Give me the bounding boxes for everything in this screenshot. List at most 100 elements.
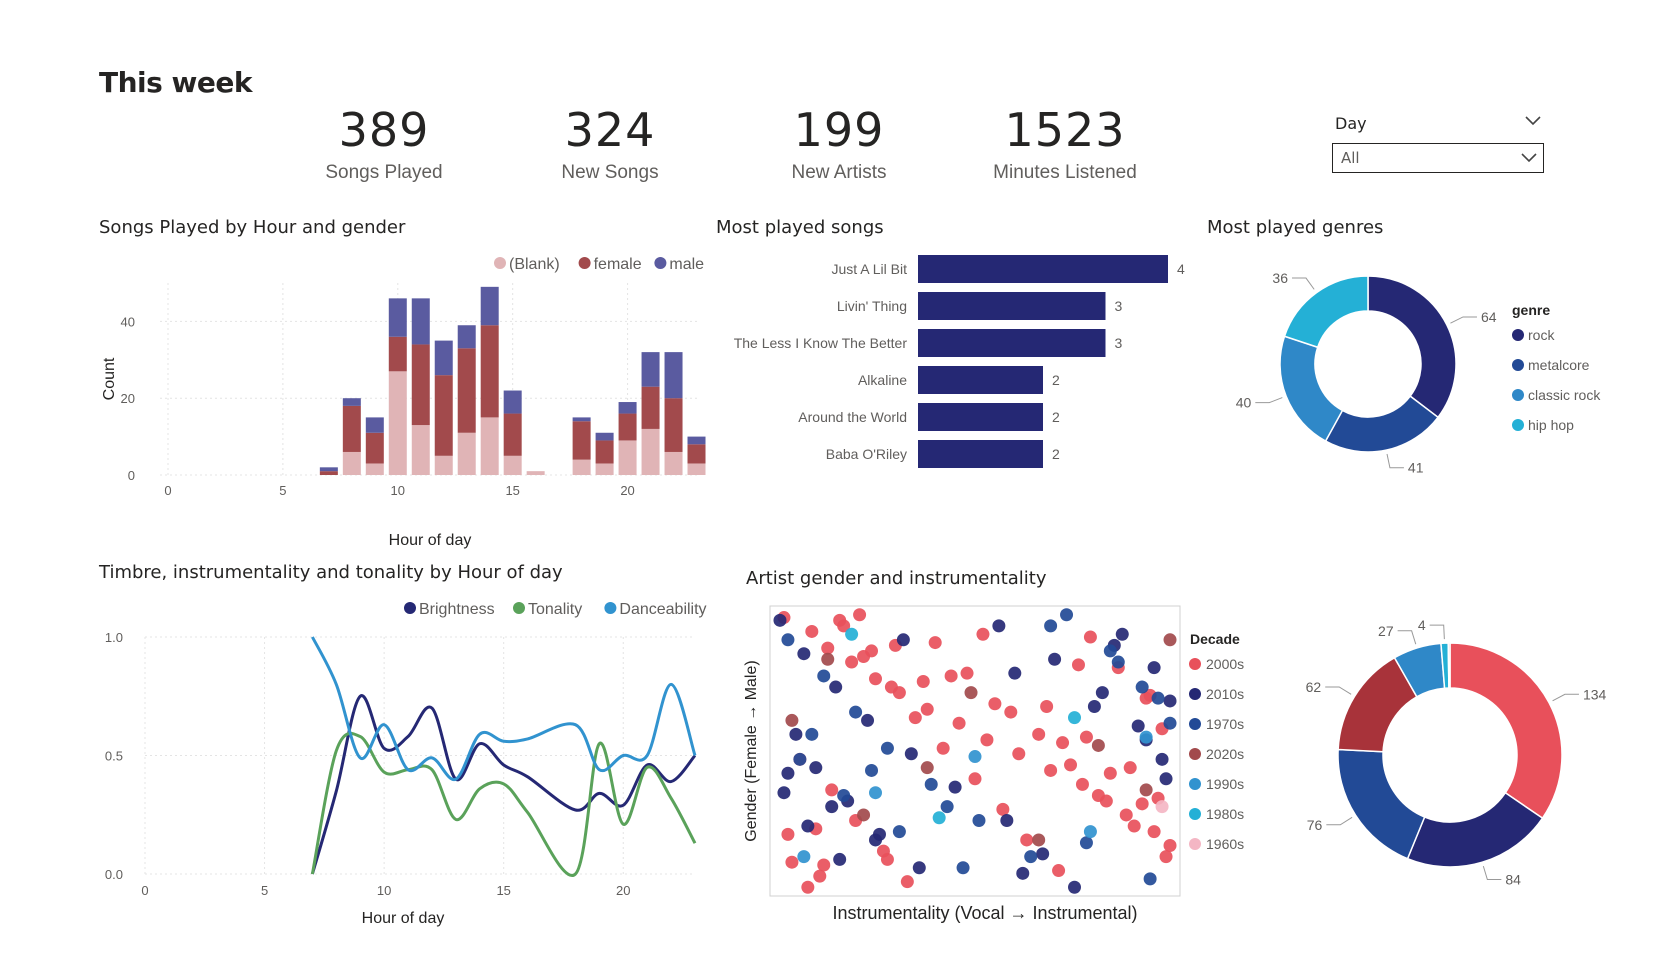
y-tick-label: 0 [128, 468, 135, 483]
leader-line [1429, 624, 1445, 640]
legend-title: Decade [1190, 631, 1240, 647]
bar-segment [411, 425, 430, 475]
bar-segment [342, 405, 361, 452]
scatter-point [1115, 627, 1129, 641]
kpi-label: New Songs [561, 162, 659, 183]
bar-segment [687, 436, 706, 445]
x-tick-label: 20 [620, 483, 634, 498]
scatter-point [805, 727, 819, 741]
x-axis-title: Hour of day [389, 532, 472, 549]
legend-marker [1512, 359, 1524, 371]
scatter-point [1044, 763, 1058, 777]
legend-label: rock [1528, 327, 1555, 343]
legend-marker [1189, 748, 1201, 760]
scatter-point [1155, 800, 1169, 814]
decade-donut-chart: 134 84 76 62 27 4 [1306, 617, 1607, 888]
scatter-point [805, 624, 819, 638]
scatter-point [1064, 758, 1078, 772]
legend-label: 1980s [1206, 806, 1244, 822]
scatter-point [801, 819, 815, 833]
legend-title: genre [1512, 302, 1550, 318]
bar-segment [480, 325, 499, 418]
bar-segment [342, 451, 361, 475]
donut-value-label: 40 [1236, 395, 1252, 411]
scatter-point [1163, 839, 1177, 853]
kpi-label: Minutes Listened [993, 162, 1137, 183]
donut-value-label: 62 [1306, 679, 1322, 695]
bar-segment [526, 471, 545, 475]
scatter-point [833, 852, 847, 866]
legend-label: (Blank) [509, 256, 560, 273]
scatter-point [880, 741, 894, 755]
scatter-point [1163, 633, 1177, 647]
kpi-minutes-listened: 1523 Minutes Listened [955, 104, 1175, 184]
scatter-point [988, 697, 1002, 711]
donut-value-label: 134 [1583, 686, 1607, 702]
slicer-dropdown[interactable]: All [1332, 143, 1544, 173]
scatter-point [936, 741, 950, 755]
scatter-point [1000, 814, 1014, 827]
legend-marker [1512, 329, 1524, 341]
chart-title-genres: Most played genres [1207, 217, 1384, 238]
kpi-value: 324 [564, 103, 656, 157]
x-tick-label: 0 [164, 483, 171, 498]
bar-segment [572, 421, 591, 460]
leader-line [1291, 277, 1315, 290]
legend-label: Brightness [419, 601, 495, 618]
y-tick-label: 40 [121, 314, 135, 329]
scatter-point [825, 783, 839, 797]
scatter-point [797, 850, 811, 864]
bar-segment [618, 440, 637, 475]
legend-label: hip hop [1528, 417, 1574, 433]
chart-title-hour-gender: Songs Played by Hour and gender [99, 217, 406, 238]
bar-segment [457, 325, 476, 349]
scatter-point [912, 861, 926, 875]
chart-title-timbre: Timbre, instrumentality and tonality by … [99, 562, 563, 583]
scatter-point [1012, 747, 1026, 761]
donut-value-label: 64 [1481, 309, 1497, 325]
scatter-point [916, 675, 930, 688]
scatter-point [1095, 686, 1109, 700]
bar-segment [480, 417, 499, 475]
scatter-point [1056, 736, 1070, 750]
y-tick-label: 0.5 [105, 749, 123, 764]
bar-segment [618, 413, 637, 441]
scatter-point [1008, 666, 1022, 680]
legend-marker [1189, 658, 1201, 670]
x-tick-label: 10 [391, 483, 405, 498]
scatter-point [849, 705, 863, 719]
scatter-point [781, 633, 795, 647]
legend-label: metalcore [1528, 357, 1590, 373]
timbre-line-chart: 0.0 0.5 1.0 0 5 10 15 20 Hour of day Brightness To… [105, 601, 707, 927]
scatter-point [1111, 655, 1125, 669]
donut-value-label: 84 [1505, 872, 1521, 888]
legend-label: female [594, 256, 642, 273]
scatter-point [1135, 797, 1149, 811]
scatter-point [797, 647, 811, 661]
scatter-point [992, 619, 1006, 633]
bar-segment [411, 298, 430, 345]
leader-line [1397, 630, 1417, 645]
legend-label: 2020s [1206, 746, 1244, 762]
x-tick-label: 10 [377, 883, 391, 898]
kpi-label: New Artists [791, 162, 887, 183]
bar-segment [388, 298, 407, 337]
legend-marker [404, 602, 416, 614]
bar-category-label: The Less I Know The Better [734, 335, 908, 351]
scatter-point [793, 752, 807, 766]
bar-category-label: Livin' Thing [837, 298, 907, 314]
scatter-point [781, 766, 795, 780]
chevron-down-icon[interactable] [1525, 116, 1541, 126]
scatter-point [789, 727, 803, 741]
bar-segment [434, 340, 453, 376]
scatter-point [1044, 619, 1058, 633]
scatter-point [1091, 738, 1105, 752]
bar [918, 366, 1043, 394]
scatter-point [1163, 694, 1177, 708]
scatter-point [1151, 691, 1165, 705]
scatter-point [845, 627, 859, 641]
scatter-point [829, 680, 843, 694]
donut-slice [1367, 275, 1457, 419]
bar-segment [434, 455, 453, 475]
scatter-point [773, 613, 787, 627]
